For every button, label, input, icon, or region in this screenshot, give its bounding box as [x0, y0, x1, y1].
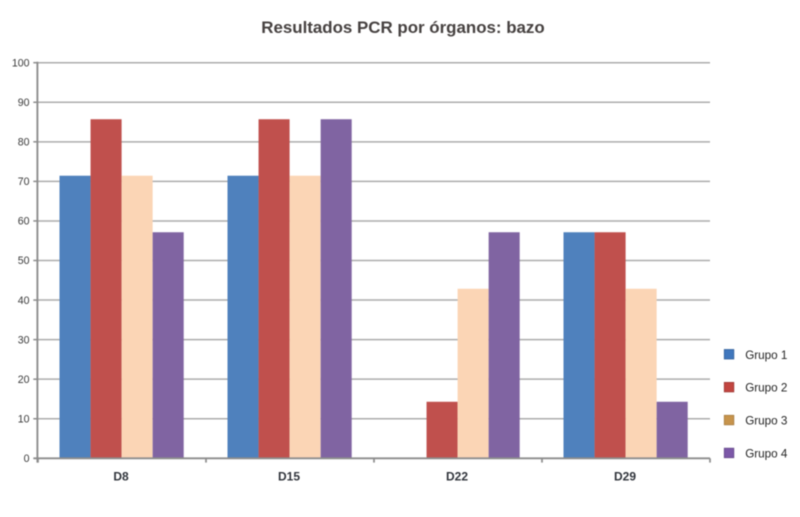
svg-text:50: 50 [18, 255, 30, 267]
svg-text:D29: D29 [614, 470, 636, 484]
svg-text:D8: D8 [113, 470, 129, 484]
svg-text:D15: D15 [278, 470, 300, 484]
svg-text:20: 20 [18, 374, 30, 386]
svg-text:40: 40 [18, 295, 30, 307]
svg-text:80: 80 [18, 137, 30, 149]
svg-text:10: 10 [18, 413, 30, 425]
svg-text:Grupo 1: Grupo 1 [745, 349, 787, 362]
svg-text:30: 30 [18, 334, 30, 346]
svg-text:60: 60 [18, 216, 30, 228]
svg-text:Resultados PCR por órganos: ba: Resultados PCR por órganos: bazo [261, 18, 544, 37]
svg-text:100: 100 [12, 57, 30, 69]
svg-text:Grupo 2: Grupo 2 [745, 382, 787, 395]
svg-text:D22: D22 [446, 470, 468, 484]
svg-text:90: 90 [18, 97, 30, 109]
svg-text:Grupo 3: Grupo 3 [745, 415, 787, 428]
svg-text:Grupo 4: Grupo 4 [745, 448, 788, 461]
svg-text:70: 70 [18, 176, 30, 188]
svg-text:0: 0 [24, 453, 30, 465]
